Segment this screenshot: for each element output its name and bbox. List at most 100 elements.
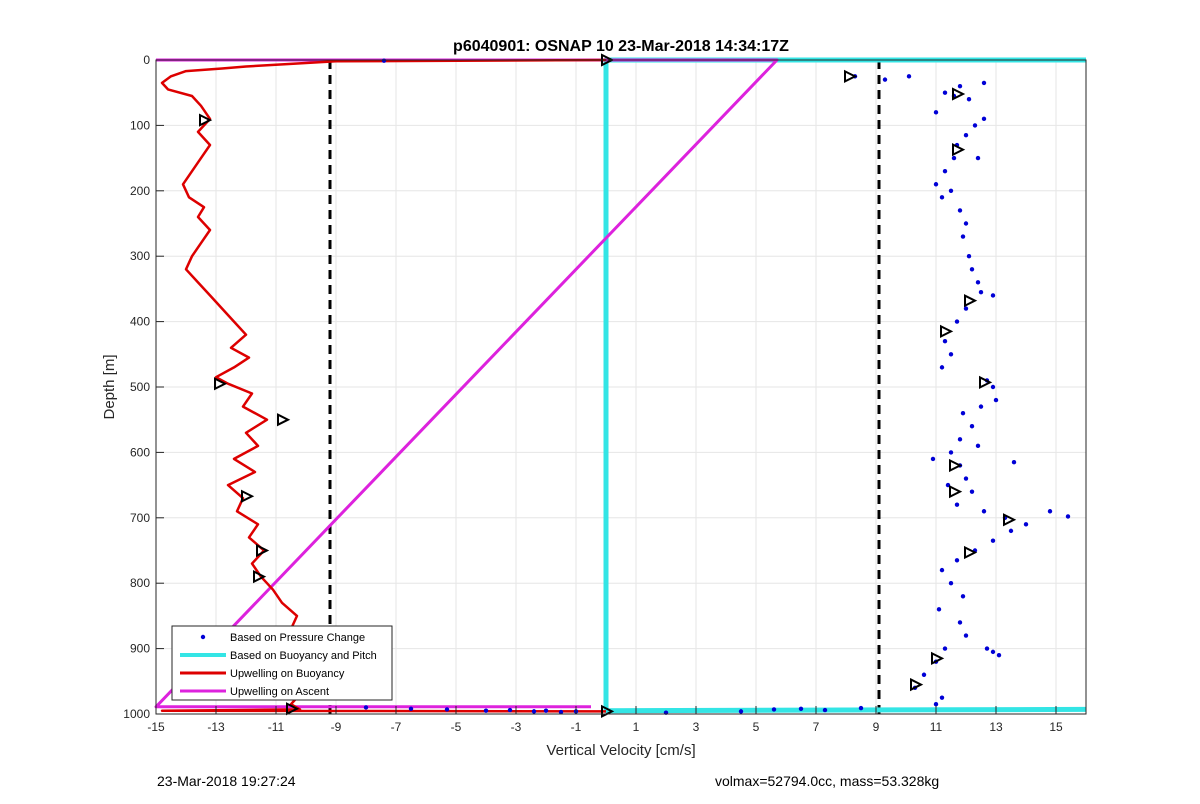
y-tick-label: 400 (130, 315, 150, 329)
triangle-marker (931, 651, 945, 666)
legend-label: Based on Pressure Change (230, 632, 365, 644)
y-tick-label: 800 (130, 576, 150, 590)
x-tick-label: 9 (873, 720, 880, 734)
x-tick-label: -13 (207, 720, 225, 734)
x-tick-label: 15 (1049, 720, 1063, 734)
data-point (939, 195, 945, 200)
triangle-marker (910, 677, 924, 692)
data-point (738, 709, 744, 714)
data-point (990, 384, 996, 390)
data-point (960, 594, 966, 599)
x-tick-label: -11 (268, 720, 285, 734)
x-tick-label: 1 (633, 720, 640, 734)
y-tick-label: 600 (130, 445, 150, 459)
data-point (939, 695, 945, 700)
data-point (981, 80, 987, 86)
data-point (957, 83, 963, 89)
data-point (798, 706, 804, 711)
data-point (993, 397, 999, 403)
data-point (822, 707, 828, 713)
x-tick-label: 13 (989, 720, 1003, 734)
data-point (948, 581, 954, 586)
triangle-marker (844, 69, 858, 83)
data-point (963, 221, 969, 226)
triangle-marker (940, 324, 954, 339)
x-tick-label: -9 (331, 720, 342, 734)
data-point (942, 646, 948, 651)
data-point (966, 254, 972, 259)
x-tick-label: -1 (571, 720, 582, 734)
triangle-marker (214, 377, 228, 391)
data-point (444, 707, 450, 712)
data-point (984, 646, 990, 651)
data-point (966, 97, 972, 102)
data-point (930, 456, 936, 462)
data-point (960, 410, 966, 416)
legend: Based on Pressure Change Based on Buoyanc… (171, 625, 393, 701)
data-point (957, 620, 963, 625)
y-tick-label: 900 (130, 642, 150, 656)
data-point (990, 649, 996, 655)
data-point (951, 155, 957, 161)
data-point (363, 705, 369, 710)
data-point (408, 706, 414, 711)
triangle-marker (949, 458, 963, 473)
triangle-marker (253, 570, 267, 584)
data-point (990, 538, 996, 543)
data-point (543, 708, 549, 713)
data-point (1065, 514, 1071, 519)
x-tick-label: -15 (147, 720, 165, 734)
triangle-marker (286, 702, 300, 716)
y-axis-label: Depth [m] (101, 354, 118, 419)
data-point (1011, 460, 1017, 465)
data-point (948, 188, 954, 193)
triangle-marker (241, 489, 255, 503)
data-point (381, 58, 387, 63)
data-point (969, 489, 975, 494)
x-tick-label: -3 (511, 720, 522, 734)
data-point (960, 234, 966, 239)
triangle-marker (277, 413, 291, 427)
triangle-marker (949, 485, 963, 499)
legend-label: Upwelling on Buoyancy (230, 668, 345, 680)
x-tick-label: 11 (930, 720, 943, 734)
data-point (558, 709, 564, 715)
data-point (906, 74, 912, 79)
triangle-marker (964, 545, 978, 560)
legend-swatch (200, 634, 206, 640)
y-tick-label: 500 (130, 380, 150, 394)
data-point (933, 110, 939, 115)
data-point (933, 701, 939, 707)
footer-timestamp: 23-Mar-2018 19:27:24 (157, 773, 296, 789)
data-point (1023, 522, 1029, 527)
data-point (957, 208, 963, 213)
x-tick-label: 7 (813, 720, 820, 734)
data-point (939, 567, 945, 573)
y-tick-label: 100 (130, 118, 150, 132)
data-point (969, 424, 975, 429)
data-point (981, 509, 987, 514)
legend-label: Upwelling on Ascent (230, 686, 329, 698)
data-point (1047, 509, 1053, 514)
data-point (954, 558, 960, 563)
triangle-marker (979, 375, 993, 390)
chart-title: p6040901: OSNAP 10 23-Mar-2018 14:34:17Z (453, 38, 789, 55)
grid (155, 59, 1086, 715)
data-point (942, 90, 948, 95)
triangle-marker (964, 294, 978, 308)
data-point (939, 365, 945, 370)
data-point (954, 502, 960, 507)
data-point (882, 77, 888, 82)
x-axis-label: Vertical Velocity [cm/s] (546, 742, 695, 759)
triangle-marker (256, 543, 270, 558)
legend-label: Based on Buoyancy and Pitch (230, 650, 377, 662)
y-tick-label: 300 (130, 249, 150, 263)
data-point (957, 437, 963, 442)
data-point (975, 280, 981, 285)
legend-box (171, 625, 393, 701)
data-point (948, 352, 954, 357)
y-tick-label: 0 (143, 53, 150, 67)
data-point (978, 404, 984, 409)
marker-layer (199, 53, 1017, 719)
